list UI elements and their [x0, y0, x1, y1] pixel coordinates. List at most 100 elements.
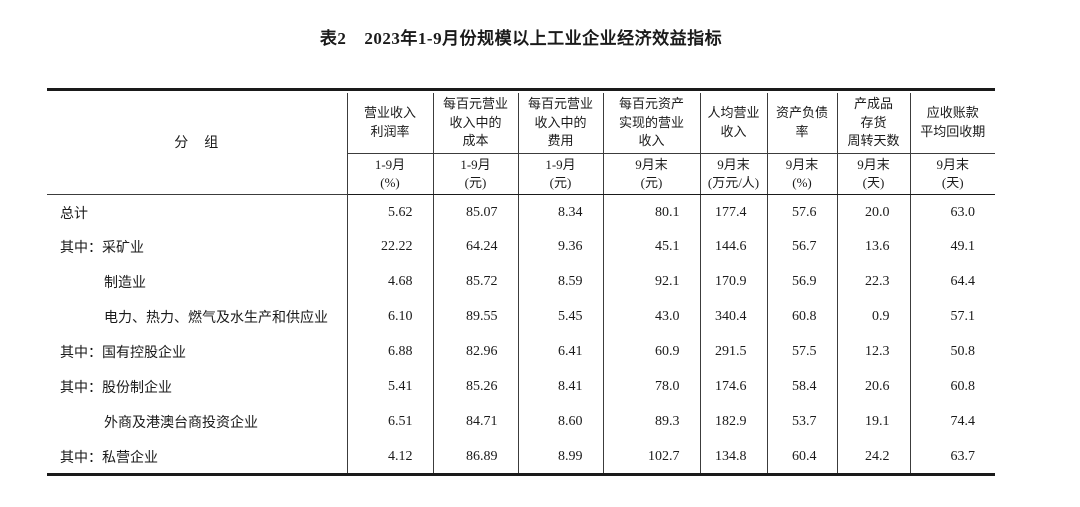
cell: 8.99	[517, 439, 604, 475]
cell: 291.5	[699, 334, 768, 370]
cell: 102.7	[602, 439, 701, 475]
cell: 78.0	[602, 369, 701, 405]
cell: 134.8	[699, 439, 768, 475]
cell: 19.1	[836, 404, 911, 440]
table-row-state-holding: 其中：国有控股企业 6.88 82.96 6.41 60.9 291.5 57.…	[47, 334, 995, 370]
cell: 60.8	[766, 299, 838, 335]
header-row-names: 分 组 营业收入 利润率 每百元营业 收入中的 成本 每百元营业 收入中的 费用…	[47, 93, 995, 196]
row-label: 外商及港澳台商投资企业	[47, 404, 348, 440]
column-unit: 9月末 (元)	[602, 153, 701, 196]
cell: 9.36	[517, 229, 604, 265]
cell: 4.12	[346, 439, 434, 475]
row-label: 总计	[47, 194, 348, 230]
cell: 22.22	[346, 229, 434, 265]
column-unit: 9月末 (天)	[909, 153, 995, 196]
cell: 170.9	[699, 264, 768, 300]
cell: 8.60	[517, 404, 604, 440]
cell: 50.8	[909, 334, 995, 370]
cell: 63.7	[909, 439, 995, 475]
cell: 13.6	[836, 229, 911, 265]
row-label: 其中：国有控股企业	[47, 334, 348, 370]
cell: 5.62	[346, 194, 434, 230]
cell: 63.0	[909, 194, 995, 230]
cell: 0.9	[836, 299, 911, 335]
cell: 8.59	[517, 264, 604, 300]
cell: 58.4	[766, 369, 838, 405]
cell: 340.4	[699, 299, 768, 335]
column-header-cost-per-100: 每百元营业 收入中的 成本	[432, 93, 519, 154]
cell: 174.6	[699, 369, 768, 405]
table-row-mining: 其中：采矿业 22.22 64.24 9.36 45.1 144.6 56.7 …	[47, 229, 995, 265]
column-header-receivables-period: 应收账款 平均回收期	[909, 93, 995, 154]
cell: 82.96	[432, 334, 519, 370]
row-label: 其中：采矿业	[47, 229, 348, 265]
cell: 60.9	[602, 334, 701, 370]
cell: 20.0	[836, 194, 911, 230]
cell: 64.24	[432, 229, 519, 265]
cell: 60.4	[766, 439, 838, 475]
row-label: 电力、热力、燃气及水生产和供应业	[47, 299, 348, 335]
cell: 80.1	[602, 194, 701, 230]
column-header-debt-ratio: 资产负债 率	[766, 93, 838, 154]
cell: 8.41	[517, 369, 604, 405]
cell: 20.6	[836, 369, 911, 405]
cell: 74.4	[909, 404, 995, 440]
table-row-utilities: 电力、热力、燃气及水生产和供应业 6.10 89.55 5.45 43.0 34…	[47, 299, 995, 335]
cell: 56.7	[766, 229, 838, 265]
column-unit: 9月末 (万元/人)	[699, 153, 768, 196]
column-header-revenue-per-100-assets: 每百元资产 实现的营业 收入	[602, 93, 701, 154]
column-unit: 1-9月 (元)	[517, 153, 604, 196]
cell: 85.72	[432, 264, 519, 300]
cell: 84.71	[432, 404, 519, 440]
column-header-inventory-turnover-days: 产成品 存货 周转天数	[836, 93, 911, 154]
table-row-private: 其中：私营企业 4.12 86.89 8.99 102.7 134.8 60.4…	[47, 439, 995, 475]
cell: 49.1	[909, 229, 995, 265]
cell: 57.5	[766, 334, 838, 370]
cell: 53.7	[766, 404, 838, 440]
cell: 45.1	[602, 229, 701, 265]
cell: 6.41	[517, 334, 604, 370]
table-number: 表2	[319, 29, 347, 48]
cell: 89.55	[432, 299, 519, 335]
column-header-revenue-per-capita: 人均营业 收入	[699, 93, 768, 154]
column-header-group: 分 组	[47, 93, 348, 196]
row-label: 其中：私营企业	[47, 439, 348, 475]
table-row-total: 总计 5.62 85.07 8.34 80.1 177.4 57.6 20.0 …	[47, 194, 995, 230]
cell: 6.51	[346, 404, 434, 440]
cell: 56.9	[766, 264, 838, 300]
row-label: 制造业	[47, 264, 348, 300]
table-title-text: 2023年1-9月份规模以上工业企业经济效益指标	[364, 29, 723, 48]
table-top-rule	[47, 88, 995, 91]
table-row-foreign-invested: 外商及港澳台商投资企业 6.51 84.71 8.60 89.3 182.9 5…	[47, 404, 995, 440]
table-title: 表2 2023年1-9月份规模以上工业企业经济效益指标	[47, 24, 995, 49]
cell: 6.88	[346, 334, 434, 370]
cell: 182.9	[699, 404, 768, 440]
cell: 86.89	[432, 439, 519, 475]
header-row-units: 1-9月 (%) 1-9月 (元) 1-9月 (元) 9月末 (元) 9月末 (…	[47, 153, 995, 196]
column-header-expense-per-100: 每百元营业 收入中的 费用	[517, 93, 604, 154]
cell: 64.4	[909, 264, 995, 300]
column-unit: 9月末 (%)	[766, 153, 838, 196]
statistics-table: 分 组 营业收入 利润率 每百元营业 收入中的 成本 每百元营业 收入中的 费用…	[47, 93, 995, 477]
cell: 8.34	[517, 194, 604, 230]
cell: 177.4	[699, 194, 768, 230]
cell: 5.41	[346, 369, 434, 405]
column-unit: 1-9月 (%)	[347, 153, 434, 196]
cell: 89.3	[602, 404, 701, 440]
cell: 43.0	[602, 299, 701, 335]
cell: 4.68	[346, 264, 434, 300]
row-label: 其中：股份制企业	[47, 369, 348, 405]
column-unit: 1-9月 (元)	[432, 153, 519, 196]
cell: 24.2	[836, 439, 911, 475]
cell: 85.07	[432, 194, 519, 230]
cell: 5.45	[517, 299, 604, 335]
column-unit: 9月末 (天)	[836, 153, 911, 196]
cell: 57.6	[766, 194, 838, 230]
cell: 12.3	[836, 334, 911, 370]
cell: 57.1	[909, 299, 995, 335]
cell: 92.1	[602, 264, 701, 300]
cell: 85.26	[432, 369, 519, 405]
cell: 6.10	[346, 299, 434, 335]
cell: 144.6	[699, 229, 768, 265]
